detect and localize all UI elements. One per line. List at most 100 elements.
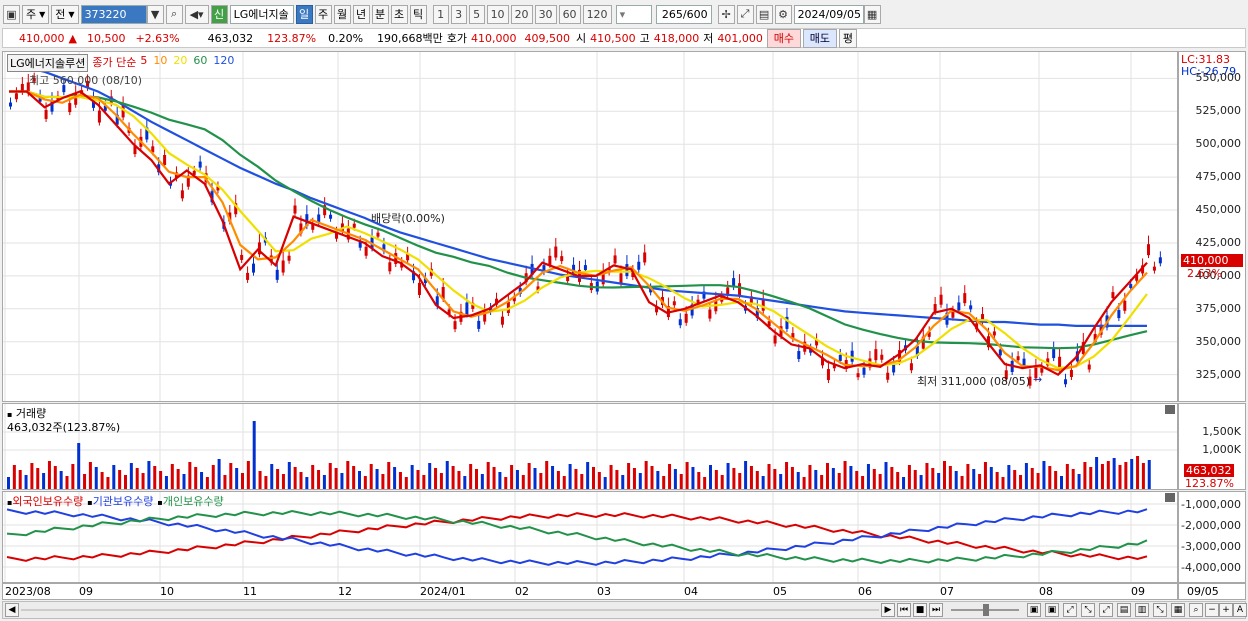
period-tab[interactable]: 틱 [409, 4, 427, 24]
close-icon[interactable] [1165, 493, 1175, 502]
candle [412, 271, 416, 281]
volume-bar [434, 468, 438, 489]
scrollbar-track[interactable] [21, 609, 879, 611]
plus-icon[interactable]: + [1219, 603, 1233, 617]
interval-tab[interactable]: 120 [582, 4, 612, 24]
candle [625, 264, 629, 277]
holdings-chart[interactable] [3, 492, 1177, 582]
save-icon[interactable]: ▤ [755, 4, 773, 24]
count-input[interactable]: 265/600 [655, 4, 712, 24]
scroll-right-icon[interactable]: ▶ [881, 603, 895, 617]
volume-bar [194, 467, 198, 489]
volume-bar [404, 477, 408, 489]
high-label: 고 [639, 32, 650, 45]
turnover: 0.20% [328, 31, 364, 45]
interval-tab[interactable]: 1 [432, 4, 449, 24]
tool2-icon[interactable]: ▣ [1045, 603, 1059, 617]
volume-chart[interactable] [3, 404, 1177, 489]
tool5-icon[interactable]: ⤢ [1099, 603, 1113, 617]
interval-tab[interactable]: 3 [450, 4, 467, 24]
first-icon[interactable]: ⏮ [897, 603, 911, 617]
volume-bar [340, 473, 344, 489]
current-volume-tag: 463,032 [1184, 464, 1234, 477]
candle [1158, 257, 1162, 264]
custom-interval-input[interactable]: ▾ [615, 4, 652, 24]
volume-bar [258, 471, 262, 489]
period-tab[interactable]: 초 [390, 4, 408, 24]
volume-bar [200, 472, 204, 489]
speaker-icon[interactable]: ◀▾ [184, 4, 209, 24]
volume-bar [556, 471, 560, 489]
last-icon[interactable]: ⏭ [929, 603, 943, 617]
stock-title: LG에너지솔루션 [7, 54, 89, 72]
volume-ratio: 123.87% [267, 31, 317, 45]
candle [382, 244, 386, 252]
candle [915, 345, 919, 356]
window-icon[interactable]: ▣ [3, 4, 20, 24]
volume-bar [475, 469, 478, 489]
sell-button[interactable]: 매도 [802, 28, 837, 48]
volume-bar [311, 465, 315, 489]
volume-bar [1083, 462, 1087, 489]
candle [269, 255, 273, 263]
interval-tab[interactable]: 5 [468, 4, 485, 24]
prev-button[interactable]: 전 ▼ [51, 4, 79, 24]
gear-icon[interactable]: ⚙ [774, 4, 792, 24]
tool7-icon[interactable]: ▥ [1135, 603, 1149, 617]
close-icon[interactable] [1165, 405, 1175, 414]
volume-panel[interactable]: ▪ 거래량 463,032주(123.87%) [2, 403, 1178, 490]
interval-tab[interactable]: 10 [486, 4, 509, 24]
tool1-icon[interactable]: ▣ [1027, 603, 1041, 617]
draw-tool-icon[interactable]: ⤢ [736, 4, 754, 24]
period-tab[interactable]: 주 [314, 4, 332, 24]
volume-bar [124, 475, 127, 489]
price-chart-panel[interactable]: LG에너지솔루션 종가 단순 5 10 20 60 120 최고 560,000 (08… [2, 51, 1178, 402]
interval-tab[interactable]: 30 [534, 4, 557, 24]
scroll-left-icon[interactable]: ◀ [5, 603, 19, 617]
volume-bar [989, 467, 993, 489]
volume-bar [913, 470, 917, 489]
candle [536, 286, 540, 291]
candle [957, 302, 961, 311]
candle [655, 306, 659, 313]
period-tab[interactable]: 년 [352, 4, 370, 24]
stock-code-input[interactable]: 373220 [80, 4, 147, 24]
volume-bar [562, 476, 566, 489]
volume-bar [299, 472, 303, 489]
period-tab[interactable]: 월 [333, 4, 351, 24]
zoom-icon[interactable]: ⌕ [1189, 603, 1203, 617]
stop-icon[interactable]: ■ [913, 603, 927, 617]
search-icon[interactable]: ⌕ [165, 4, 183, 24]
text-size-icon[interactable]: A [1233, 603, 1247, 617]
tool9-icon[interactable]: ▦ [1171, 603, 1185, 617]
tool3-icon[interactable]: ⤢ [1063, 603, 1077, 617]
buy-button[interactable]: 매수 [766, 28, 801, 48]
period-type-select[interactable]: 주 ▼ [22, 4, 50, 24]
tool8-icon[interactable]: ⤡ [1153, 603, 1167, 617]
zoom-handle[interactable] [983, 604, 989, 616]
dropdown-icon[interactable]: ▼ [146, 4, 164, 24]
volume-bar [668, 464, 672, 489]
crosshair-icon[interactable]: ✢ [717, 4, 735, 24]
stock-name-field[interactable]: LG에너지솔 [229, 4, 294, 24]
calendar-icon[interactable]: ▦ [863, 4, 881, 24]
tool6-icon[interactable]: ▤ [1117, 603, 1131, 617]
candle [246, 272, 250, 280]
candle [311, 223, 315, 230]
eval-button[interactable]: 평 [838, 28, 857, 48]
holdings-panel[interactable]: ▪외국인보유수량 ▪기관보유수량 ▪개인보유수량 [2, 491, 1178, 583]
price-chart[interactable] [3, 52, 1177, 401]
candle [1152, 266, 1156, 271]
period-tab[interactable]: 일 [295, 4, 313, 24]
period-tab[interactable]: 분 [371, 4, 389, 24]
minus-icon[interactable]: − [1205, 603, 1219, 617]
volume-bar [293, 467, 297, 489]
candle [1004, 370, 1008, 380]
interval-tab[interactable]: 20 [510, 4, 533, 24]
date-input[interactable]: 2024/09/05 [793, 4, 864, 24]
tool4-icon[interactable]: ⤡ [1081, 603, 1095, 617]
volume-bar [890, 467, 894, 489]
interval-tab[interactable]: 60 [558, 4, 581, 24]
candle [637, 261, 641, 270]
volume-bar [7, 477, 10, 489]
